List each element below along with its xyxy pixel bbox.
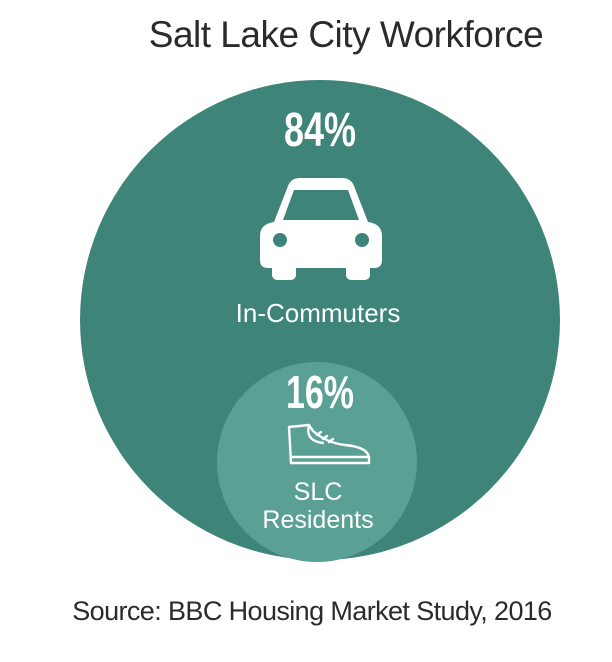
car-icon	[260, 178, 382, 280]
in-commuters-label: In-Commuters	[236, 298, 401, 328]
source-note: Source: BBC Housing Market Study, 2016	[72, 596, 552, 626]
slc-residents-label-line-1: SLC	[294, 478, 343, 506]
shoe-icon	[287, 423, 371, 465]
in-commuters-circle	[80, 80, 560, 560]
in-commuters-percent: 84%	[284, 104, 356, 157]
slc-residents-percent: 16%	[286, 366, 354, 418]
chart-title: Salt Lake City Workforce	[148, 14, 544, 55]
slc-residents-label-line-2: Residents	[262, 506, 373, 534]
